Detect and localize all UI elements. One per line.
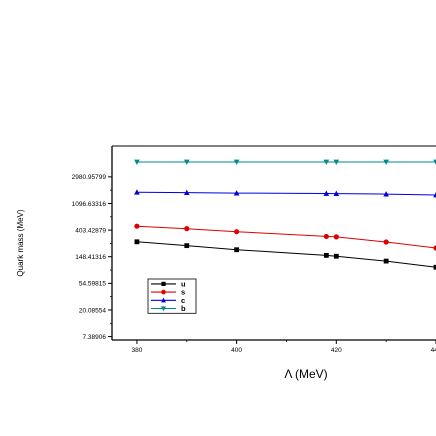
x-tick-label: 380 — [131, 347, 142, 354]
series-u-point — [234, 247, 240, 253]
series-s-point — [234, 229, 240, 235]
y-tick-label: 7.38906 — [83, 334, 107, 341]
y-axis-title: Quark mass (MeV) — [16, 209, 25, 276]
series-c-point — [383, 191, 389, 197]
x-tick-label: 440 — [431, 347, 436, 354]
series-layer — [134, 159, 436, 270]
y-tick-label: 2980.95799 — [72, 174, 107, 181]
legend-marker — [161, 297, 166, 303]
y-tick-label: 403.42879 — [75, 227, 106, 234]
series-s-point — [184, 226, 190, 232]
legend-item-s: s — [151, 288, 185, 297]
series-s-point — [323, 233, 329, 240]
series-b-point — [183, 159, 190, 166]
series-u-point — [323, 252, 329, 258]
series-s-point — [333, 234, 339, 240]
series-c-point — [333, 190, 340, 196]
x-tick-label: 420 — [331, 347, 342, 354]
series-s-point — [383, 239, 389, 245]
y-tick-label: 148.41316 — [75, 254, 106, 261]
plot-frame — [111, 145, 436, 341]
y-tick-label: 54.59815 — [79, 281, 106, 288]
series-c-point — [433, 191, 436, 198]
legend-label: b — [181, 304, 186, 313]
x-tick-label: 400 — [231, 347, 242, 354]
series-s — [134, 223, 436, 251]
series-s-point — [433, 245, 436, 251]
series-c-point — [323, 190, 330, 196]
series-c-point — [233, 190, 240, 196]
series-b-point — [433, 159, 436, 166]
x-axis-title: Λ (MeV) — [284, 367, 327, 381]
series-b — [134, 159, 436, 166]
legend-label: u — [181, 280, 186, 289]
legend-marker — [161, 306, 166, 312]
legend-marker — [161, 281, 166, 286]
legend-marker — [161, 289, 166, 295]
series-b-point — [323, 159, 330, 166]
series-b-point — [233, 159, 240, 166]
series-u-point — [433, 264, 436, 270]
x-axis-ticks: 380 400 420 440 — [131, 340, 436, 354]
series-u-point — [184, 243, 190, 249]
series-c-line — [136, 191, 436, 196]
legend-item-b: b — [151, 304, 186, 313]
legend-label: s — [181, 288, 185, 297]
series-u-point — [383, 258, 389, 264]
series-s-line — [136, 225, 436, 249]
series-u — [134, 239, 436, 270]
series-c-point — [183, 189, 190, 196]
legend-box — [147, 278, 197, 314]
series-b-point — [333, 159, 340, 166]
series-b-point — [134, 159, 140, 166]
series-c-point — [134, 189, 140, 195]
series-c — [134, 189, 436, 198]
y-tick-label: 20.08554 — [79, 307, 106, 314]
series-s-point — [134, 223, 140, 229]
series-u-point — [134, 239, 140, 245]
series-b-point — [383, 159, 389, 166]
legend-item-c: c — [151, 296, 185, 305]
legend-label: c — [181, 296, 185, 305]
series-u-point — [333, 253, 339, 259]
legend-item-u: u — [151, 280, 186, 289]
y-tick-label: 1096.63316 — [72, 201, 107, 208]
y-axis-ticks: 7.38906 20.08554 54.59815 148.41316 403.4287… — [72, 174, 112, 341]
